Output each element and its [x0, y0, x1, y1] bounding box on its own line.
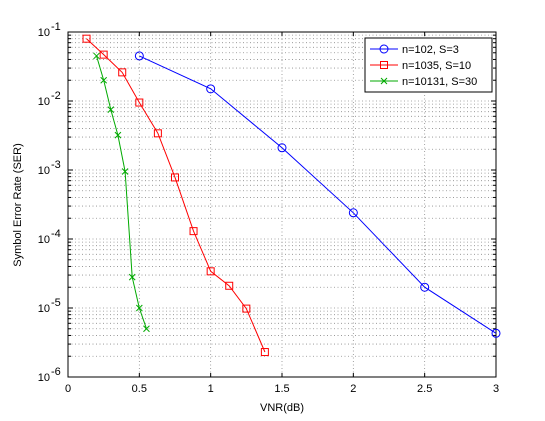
data-point-x [121, 168, 129, 175]
data-point-square [189, 227, 198, 236]
data-point-square [380, 61, 388, 69]
x-tick-label: 1 [208, 383, 214, 395]
data-point-x [135, 304, 143, 312]
data-point-x [93, 52, 100, 60]
y-tick-label: 10 [38, 165, 50, 177]
legend-entry-label: n=10131, S=30 [402, 76, 477, 88]
data-point-x [114, 131, 122, 139]
y-axis-label: Symbol Error Rate (SER) [12, 143, 24, 266]
grid-lines [68, 32, 496, 377]
y-tick-exponent: -5 [51, 297, 61, 309]
data-point-circle [491, 328, 501, 338]
data-point-square [82, 34, 91, 43]
data-point-x [107, 106, 115, 113]
data-point-square [135, 98, 144, 107]
legend-entry-label: n=1035, S=10 [402, 60, 471, 72]
series-line [139, 55, 497, 334]
data-point-circle [277, 143, 287, 153]
data-point-circle [379, 44, 389, 54]
data-point-square [260, 348, 269, 357]
data-point-square [171, 173, 179, 182]
y-tick-exponent: -4 [51, 228, 61, 240]
x-tick-label: 2 [350, 383, 356, 395]
series-line [96, 55, 147, 329]
data-point-circle [134, 51, 144, 61]
x-axis-label: VNR(dB) [260, 402, 304, 414]
data-point-square [118, 68, 127, 77]
data-point-x [143, 325, 150, 333]
legend: n=102, S=3 n=1035, S=10 n=10131, S=30 [364, 37, 493, 93]
y-tick-label: 10 [38, 303, 50, 315]
x-tick-label: 1.5 [274, 383, 289, 395]
y-tick-label: 10 [38, 372, 50, 384]
axis-ticks: 0 0.5 1 1.5 2 2.5 310-610-510-410-310-210-1 [38, 21, 499, 395]
y-tick-exponent: -6 [51, 366, 61, 378]
legend-entry-label: n=102, S=3 [402, 44, 459, 56]
series-line [86, 38, 266, 353]
series-lines [82, 34, 501, 357]
data-point-circle [348, 208, 358, 218]
data-point-square [99, 50, 108, 59]
y-tick-exponent: -1 [51, 21, 61, 33]
data-point-x [380, 77, 388, 85]
data-point-square [242, 304, 251, 313]
data-point-x [100, 76, 108, 84]
y-tick-label: 10 [38, 27, 50, 39]
y-tick-label: 10 [38, 96, 50, 108]
y-tick-exponent: -2 [51, 90, 61, 102]
x-tick-label: 0 [65, 383, 71, 395]
y-tick-exponent: -3 [51, 159, 61, 171]
data-point-square [153, 129, 162, 138]
data-point-square [206, 267, 215, 276]
data-point-circle [420, 282, 430, 292]
y-tick-label: 10 [38, 234, 50, 246]
x-tick-label: 3 [493, 383, 499, 395]
x-tick-label: 0.5 [132, 383, 147, 395]
data-point-circle [206, 84, 216, 94]
x-tick-label: 2.5 [417, 383, 432, 395]
data-point-square [225, 281, 234, 290]
data-point-x [128, 273, 136, 281]
